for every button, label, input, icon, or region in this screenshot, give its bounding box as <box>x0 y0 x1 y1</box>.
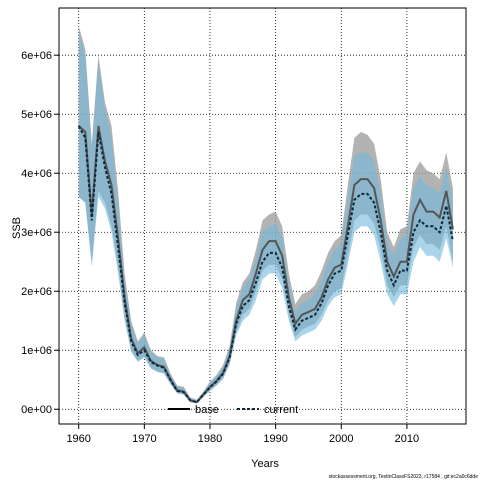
footer-note: stockassessment.org, TestInClassFS2023, … <box>329 474 479 480</box>
legend-label-current: current <box>264 404 298 416</box>
x-tick-label: 1990 <box>263 433 287 445</box>
y-tick-label: 0e+00 <box>21 404 52 416</box>
y-tick-label: 4e+06 <box>21 168 52 180</box>
x-axis-title: Years <box>251 458 279 470</box>
y-tick-label: 3e+06 <box>21 227 52 239</box>
line-base <box>78 125 454 404</box>
y-axis: 0e+00 1e+06 2e+06 3e+06 4e+06 5e+06 6e+06 <box>21 50 59 416</box>
grid-lines <box>59 8 466 424</box>
x-tick-label: 1980 <box>198 433 222 445</box>
plot-frame <box>58 7 467 425</box>
line-current <box>77 125 454 404</box>
x-tick-label: 2000 <box>329 433 353 445</box>
legend-label-base: base <box>195 404 219 416</box>
y-tick-label: 1e+06 <box>21 345 52 357</box>
y-tick-label: 6e+06 <box>21 50 52 62</box>
x-tick-label: 2010 <box>395 433 419 445</box>
y-tick-label: 5e+06 <box>21 109 52 121</box>
y-axis-title: SSB <box>11 217 23 239</box>
x-tick-label: 1960 <box>66 433 90 445</box>
legend: base current <box>168 404 298 416</box>
x-tick-label: 1970 <box>132 433 156 445</box>
series-lines <box>77 125 454 404</box>
y-tick-label: 2e+06 <box>21 286 52 298</box>
x-axis: 1960 1970 1980 1990 2000 2010 <box>66 424 419 445</box>
